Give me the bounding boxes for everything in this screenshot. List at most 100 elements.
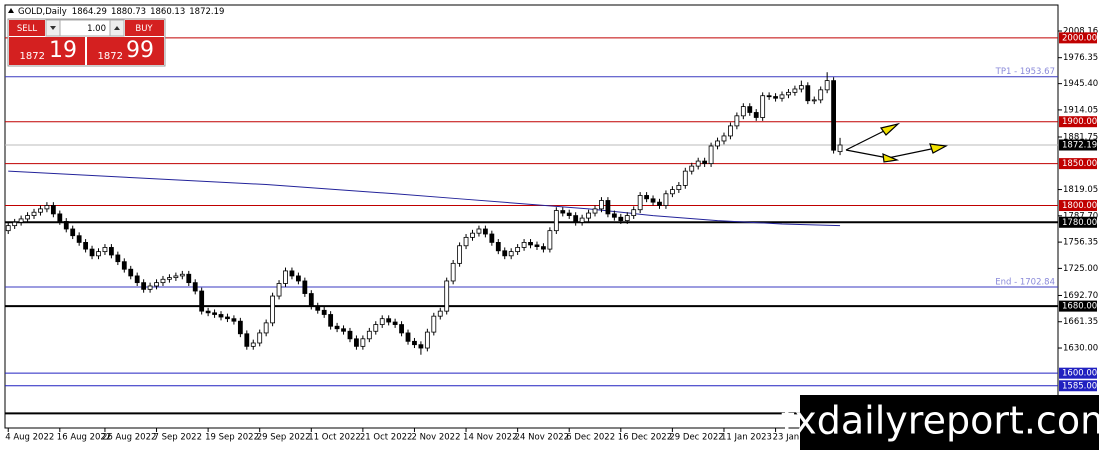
candle-body xyxy=(631,209,637,216)
candle-body xyxy=(244,333,250,347)
candle-body xyxy=(186,273,192,284)
candle-body xyxy=(121,261,127,270)
sell-button[interactable] xyxy=(9,20,45,36)
level-label: TP1 - 1953.67 xyxy=(995,67,1055,77)
candle-body xyxy=(463,236,469,247)
candle-body xyxy=(108,247,114,256)
candle-body xyxy=(250,342,256,347)
y-tick-label: 1787.70 xyxy=(1063,211,1098,221)
candle-body xyxy=(205,310,211,314)
candle-body xyxy=(618,216,624,222)
candle-body xyxy=(154,282,159,287)
close: 1872.19 xyxy=(189,7,224,17)
level-price-box xyxy=(1059,158,1097,170)
current-price-label: 1872.19 xyxy=(1062,141,1097,151)
candle-body xyxy=(70,228,76,237)
watermark-box xyxy=(800,395,1099,450)
x-tick-label: 6 Dec 2022 xyxy=(566,433,615,443)
candle-body xyxy=(57,213,63,222)
candle-body xyxy=(605,200,611,215)
level-price-label: 1585.00 xyxy=(1062,381,1097,391)
level-price-box xyxy=(1059,200,1097,212)
candle-body xyxy=(12,221,18,227)
sell-price-box[interactable] xyxy=(9,37,85,65)
chart-header: GOLD,Daily 1864.29 1880.73 1860.13 1872.19 xyxy=(18,7,224,17)
candle-body xyxy=(328,314,334,327)
candle-body xyxy=(818,89,824,101)
forecast-arrows xyxy=(845,122,948,163)
level-price-label: 1900.00 xyxy=(1062,117,1097,127)
candle-body xyxy=(650,198,656,203)
candle-body xyxy=(489,233,495,243)
candle-body xyxy=(308,293,314,307)
candle-body xyxy=(76,235,82,243)
candle-body xyxy=(334,325,340,330)
candle-body xyxy=(682,170,688,186)
level-price-label: 1850.00 xyxy=(1062,159,1097,169)
candle-body xyxy=(689,165,695,172)
candle-body xyxy=(515,247,521,253)
buy-price-main: 1872 xyxy=(98,51,123,62)
candle-body xyxy=(702,160,708,165)
arrow-head xyxy=(879,122,901,136)
candle-body xyxy=(315,305,321,311)
candle-body xyxy=(611,213,617,218)
y-tick-label: 1945.40 xyxy=(1063,79,1098,89)
candle-body xyxy=(573,215,579,223)
candle-body xyxy=(457,245,463,264)
candle-body xyxy=(805,85,811,102)
y-tick-label: 1692.70 xyxy=(1063,291,1098,301)
candle-body xyxy=(599,200,604,210)
x-tick-label: 14 Nov 2022 xyxy=(463,433,517,443)
candle-body xyxy=(231,318,237,322)
candle-body xyxy=(695,160,701,167)
candle-body xyxy=(18,218,24,223)
candle-body xyxy=(773,96,778,99)
y-tick-label: 1630.00 xyxy=(1063,344,1098,354)
candle-body xyxy=(412,340,417,346)
x-tick-label: 24 Nov 2022 xyxy=(515,433,569,443)
level-price-box xyxy=(1059,380,1097,392)
plot-frame xyxy=(4,4,1059,429)
candle-body xyxy=(624,215,630,222)
buy-price-box[interactable] xyxy=(87,37,164,65)
candle-body xyxy=(837,144,843,153)
level-label: End - 1702.84 xyxy=(995,277,1055,287)
candle-body xyxy=(541,246,546,250)
candle-body xyxy=(495,242,501,252)
low: 1860.13 xyxy=(150,7,185,17)
candle-body xyxy=(444,280,450,312)
collapse-icon[interactable] xyxy=(8,8,14,13)
candle-body xyxy=(128,268,134,277)
candle-body xyxy=(566,212,572,216)
candle-body xyxy=(302,280,308,294)
candle-body xyxy=(766,95,772,98)
y-tick-label: 2008.16 xyxy=(1063,27,1098,37)
high: 1880.73 xyxy=(111,7,146,17)
candle-body xyxy=(637,195,643,211)
y-tick-label: 1756.35 xyxy=(1063,238,1098,248)
buy-label: BUY xyxy=(135,24,153,34)
candle-body xyxy=(579,217,585,223)
sell-price-main: 1872 xyxy=(20,51,45,62)
candle-body xyxy=(167,277,172,280)
candle-body xyxy=(354,338,359,347)
candle-body xyxy=(276,283,282,297)
candle-body xyxy=(734,115,740,127)
candle-body xyxy=(470,232,475,238)
x-tick-label: 4 Aug 2022 xyxy=(5,433,54,443)
y-tick-label: 1914.05 xyxy=(1063,105,1098,115)
level-price-box xyxy=(1059,32,1097,44)
candle-body xyxy=(728,125,733,137)
candle-body xyxy=(450,262,456,282)
candle-body xyxy=(824,80,830,91)
trade-panel: SELL 1.00 BUY 1872 19 1872 99 xyxy=(7,18,166,67)
candle-body xyxy=(321,309,327,315)
buy-button[interactable] xyxy=(125,20,164,36)
arrow-line xyxy=(845,129,887,151)
candle-body xyxy=(644,195,650,200)
candle-body xyxy=(283,270,288,284)
x-tick-label: 7 Sep 2022 xyxy=(154,433,202,443)
candle-body xyxy=(31,211,37,216)
candle-body xyxy=(592,208,598,214)
